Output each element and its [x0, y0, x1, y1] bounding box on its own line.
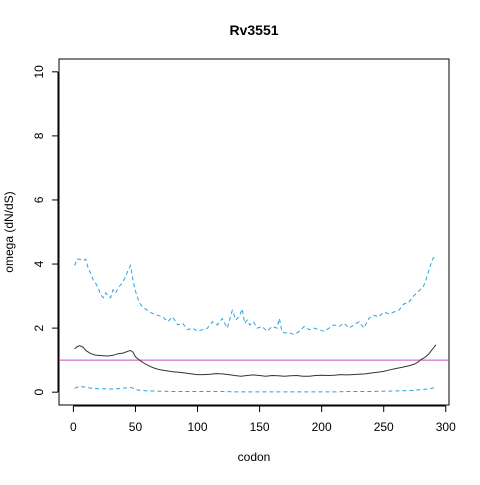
x-tick-label: 250	[374, 420, 394, 434]
x-axis: 0 50 100 150 200 250 300	[70, 405, 456, 434]
y-axis: 0 2 4 6 8 10	[32, 65, 59, 396]
series-layer	[74, 257, 437, 393]
y-tick-label: 8	[32, 132, 46, 139]
series-line-omega	[74, 344, 437, 377]
y-tick-label: 10	[32, 65, 46, 79]
y-tick-label: 2	[32, 324, 46, 331]
y-tick-label: 4	[32, 260, 46, 267]
x-tick-label: 100	[188, 420, 208, 434]
x-tick-label: 0	[70, 420, 77, 434]
x-tick-label: 150	[250, 420, 270, 434]
y-tick-label: 6	[32, 196, 46, 203]
x-tick-label: 300	[436, 420, 456, 434]
x-tick-label: 200	[312, 420, 332, 434]
x-axis-label: codon	[238, 450, 271, 464]
y-axis-label: omega (dN/dS)	[2, 191, 16, 272]
series-line-lower	[74, 385, 436, 393]
y-tick-label: 0	[32, 389, 46, 396]
plot-frame	[58, 58, 450, 406]
series-line-upper	[74, 257, 436, 336]
x-tick-label: 50	[129, 420, 143, 434]
chart-title: Rv3551	[229, 22, 278, 38]
